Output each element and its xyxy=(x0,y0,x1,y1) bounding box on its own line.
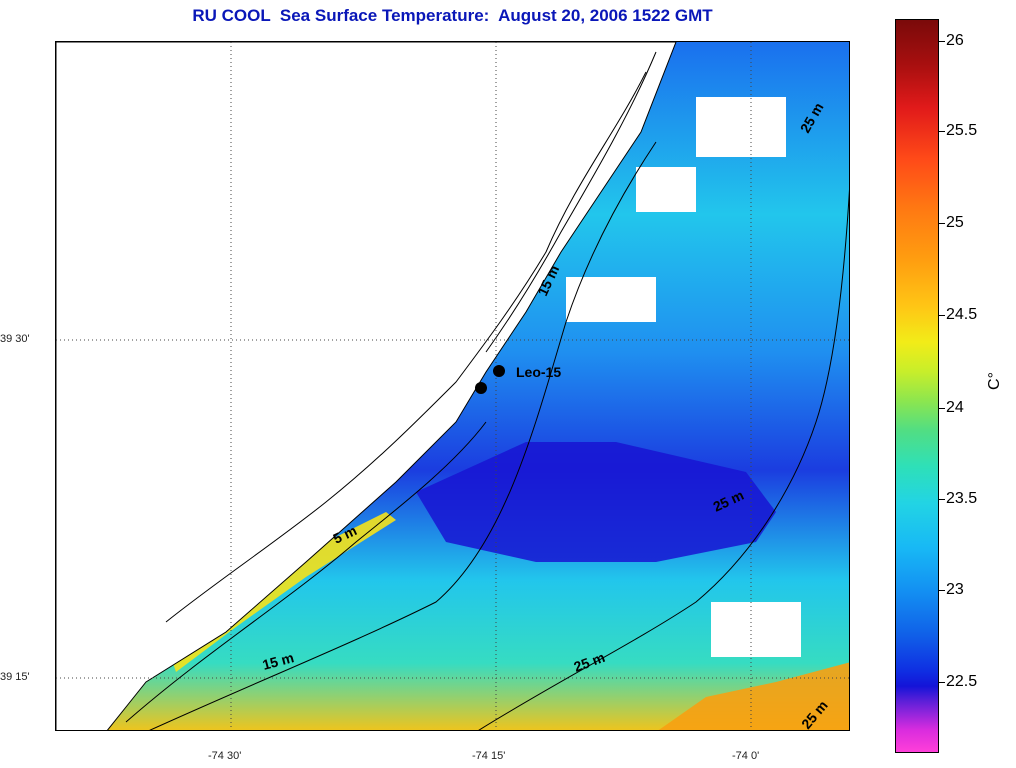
lat-label-39-15: 39 15' xyxy=(0,671,30,683)
colorbar-label-23: 23 xyxy=(946,581,964,598)
colorbar-label-24-5: 24.5 xyxy=(946,306,978,323)
cold-core xyxy=(416,442,776,562)
no-data-cloud xyxy=(696,97,786,157)
colorbar-tick xyxy=(939,682,945,683)
sst-map-canvas: 5 m 15 m 15 m 25 m 25 m 25 m 25 m Leo-15 xyxy=(56,42,849,730)
depth-contour-5m xyxy=(125,421,487,723)
colorbar-tick xyxy=(939,315,945,316)
land-mass xyxy=(56,42,677,730)
depth-label-15m-south: 15 m xyxy=(261,649,296,673)
station-marker[interactable] xyxy=(493,365,505,377)
sst-map[interactable]: 5 m 15 m 15 m 25 m 25 m 25 m 25 m Leo-15 xyxy=(55,41,850,731)
lat-label-39-30: 39 30' xyxy=(0,333,30,345)
temperature-colorbar xyxy=(895,19,939,753)
lon-label-74-0: -74 0' xyxy=(732,750,760,762)
depth-contour-15m xyxy=(149,141,657,730)
lon-label-74-30: -74 30' xyxy=(208,750,242,762)
colorbar-label-23-5: 23.5 xyxy=(946,490,978,507)
colorbar-tick xyxy=(939,408,945,409)
colorbar-label-24: 24 xyxy=(946,399,964,416)
colorbar-label-25: 25 xyxy=(946,214,964,231)
station-label: Leo-15 xyxy=(516,364,561,380)
map-title: RU COOL Sea Surface Temperature: August … xyxy=(192,6,713,25)
colorbar-tick xyxy=(939,41,945,42)
colorbar-tick xyxy=(939,499,945,500)
colorbar-tick xyxy=(939,590,945,591)
warm-southeast-patch xyxy=(658,662,849,730)
colorbar-unit: C° xyxy=(985,372,1003,390)
depth-contour-25m xyxy=(478,189,849,730)
colorbar-tick xyxy=(939,131,945,132)
lon-label-74-15: -74 15' xyxy=(472,750,506,762)
coastline-inland xyxy=(165,71,647,623)
colorbar-label-25-5: 25.5 xyxy=(946,122,978,139)
station-marker[interactable] xyxy=(475,382,487,394)
colorbar-label-22-5: 22.5 xyxy=(946,673,978,690)
no-data-cloud xyxy=(711,602,801,657)
colorbar-tick xyxy=(939,223,945,224)
no-data-cloud xyxy=(636,167,696,212)
colorbar-label-26: 26 xyxy=(946,32,964,49)
barrier-island xyxy=(485,51,657,353)
no-data-cloud xyxy=(566,277,656,322)
